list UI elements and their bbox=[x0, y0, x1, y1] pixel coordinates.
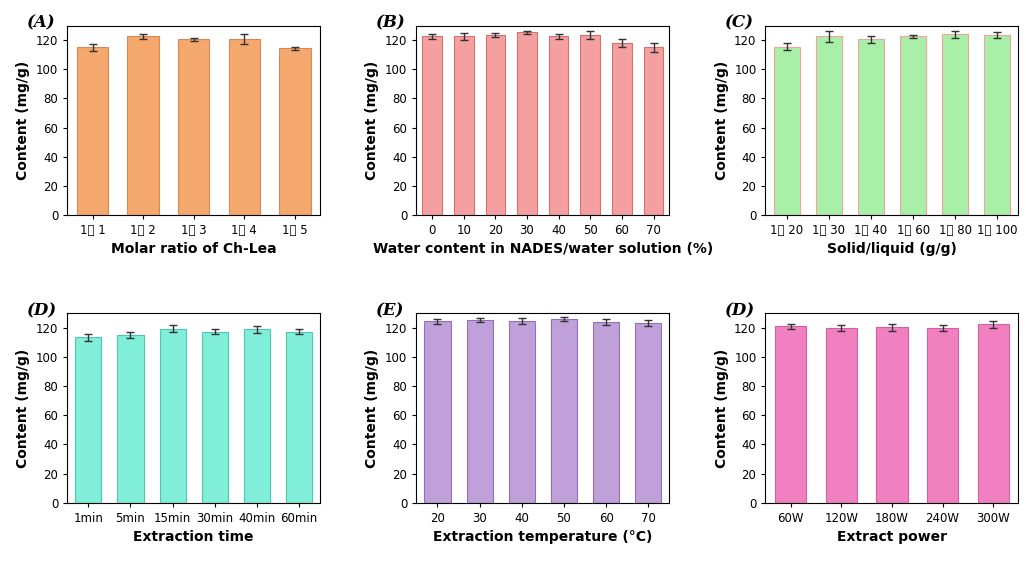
X-axis label: Extract power: Extract power bbox=[837, 531, 947, 544]
Bar bbox=[977, 324, 1009, 503]
Bar bbox=[77, 47, 109, 215]
Bar bbox=[466, 320, 492, 503]
Bar bbox=[229, 39, 260, 215]
Bar bbox=[509, 320, 535, 503]
Y-axis label: Content (mg/g): Content (mg/g) bbox=[714, 61, 729, 180]
Bar bbox=[644, 47, 664, 215]
Bar bbox=[612, 43, 632, 215]
Bar bbox=[926, 328, 959, 503]
Bar bbox=[776, 327, 807, 503]
Bar bbox=[244, 329, 270, 503]
Text: (E): (E) bbox=[376, 302, 404, 319]
Text: (D): (D) bbox=[27, 302, 57, 319]
Bar bbox=[422, 36, 442, 215]
Bar bbox=[159, 329, 186, 503]
Y-axis label: Content (mg/g): Content (mg/g) bbox=[365, 61, 379, 180]
Bar bbox=[942, 34, 968, 215]
Bar bbox=[900, 36, 926, 215]
Y-axis label: Content (mg/g): Content (mg/g) bbox=[714, 348, 729, 467]
Y-axis label: Content (mg/g): Content (mg/g) bbox=[365, 348, 379, 467]
Bar bbox=[75, 337, 101, 503]
Bar bbox=[580, 35, 600, 215]
Bar bbox=[202, 332, 227, 503]
Bar bbox=[984, 35, 1010, 215]
Bar bbox=[773, 47, 799, 215]
Bar bbox=[826, 328, 857, 503]
Bar bbox=[816, 36, 842, 215]
Text: (D): (D) bbox=[725, 302, 755, 319]
Bar bbox=[594, 322, 619, 503]
Bar bbox=[178, 39, 210, 215]
Bar bbox=[424, 321, 451, 503]
Bar bbox=[517, 32, 537, 215]
Text: (B): (B) bbox=[376, 14, 405, 31]
Bar bbox=[551, 319, 577, 503]
Y-axis label: Content (mg/g): Content (mg/g) bbox=[17, 348, 30, 467]
X-axis label: Extraction temperature (°C): Extraction temperature (°C) bbox=[433, 531, 652, 544]
X-axis label: Molar ratio of Ch-Lea: Molar ratio of Ch-Lea bbox=[111, 243, 276, 257]
Bar bbox=[286, 332, 312, 503]
Text: (C): (C) bbox=[725, 14, 754, 31]
Bar bbox=[549, 36, 569, 215]
Bar bbox=[127, 36, 159, 215]
Bar bbox=[858, 39, 884, 215]
X-axis label: Extraction time: Extraction time bbox=[133, 531, 254, 544]
Bar bbox=[635, 323, 662, 503]
Bar bbox=[118, 335, 144, 503]
Y-axis label: Content (mg/g): Content (mg/g) bbox=[17, 61, 30, 180]
Bar bbox=[279, 48, 310, 215]
Bar bbox=[454, 36, 474, 215]
X-axis label: Water content in NADES/water solution (%): Water content in NADES/water solution (%… bbox=[372, 243, 713, 257]
Bar bbox=[876, 327, 908, 503]
Text: (A): (A) bbox=[27, 14, 56, 31]
X-axis label: Solid/liquid (g/g): Solid/liquid (g/g) bbox=[827, 243, 956, 257]
Bar bbox=[486, 35, 506, 215]
